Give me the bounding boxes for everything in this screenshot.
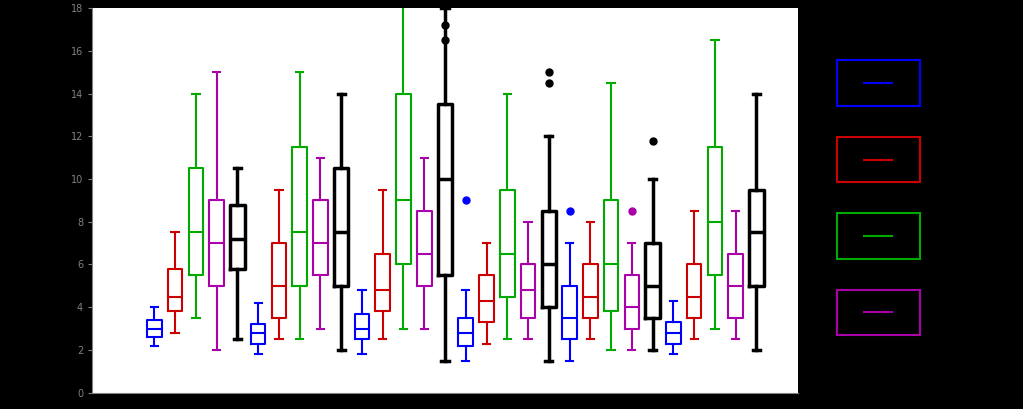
Bar [837,137,920,182]
Bar [837,61,920,106]
Bar [837,290,920,335]
Bar [837,213,920,258]
